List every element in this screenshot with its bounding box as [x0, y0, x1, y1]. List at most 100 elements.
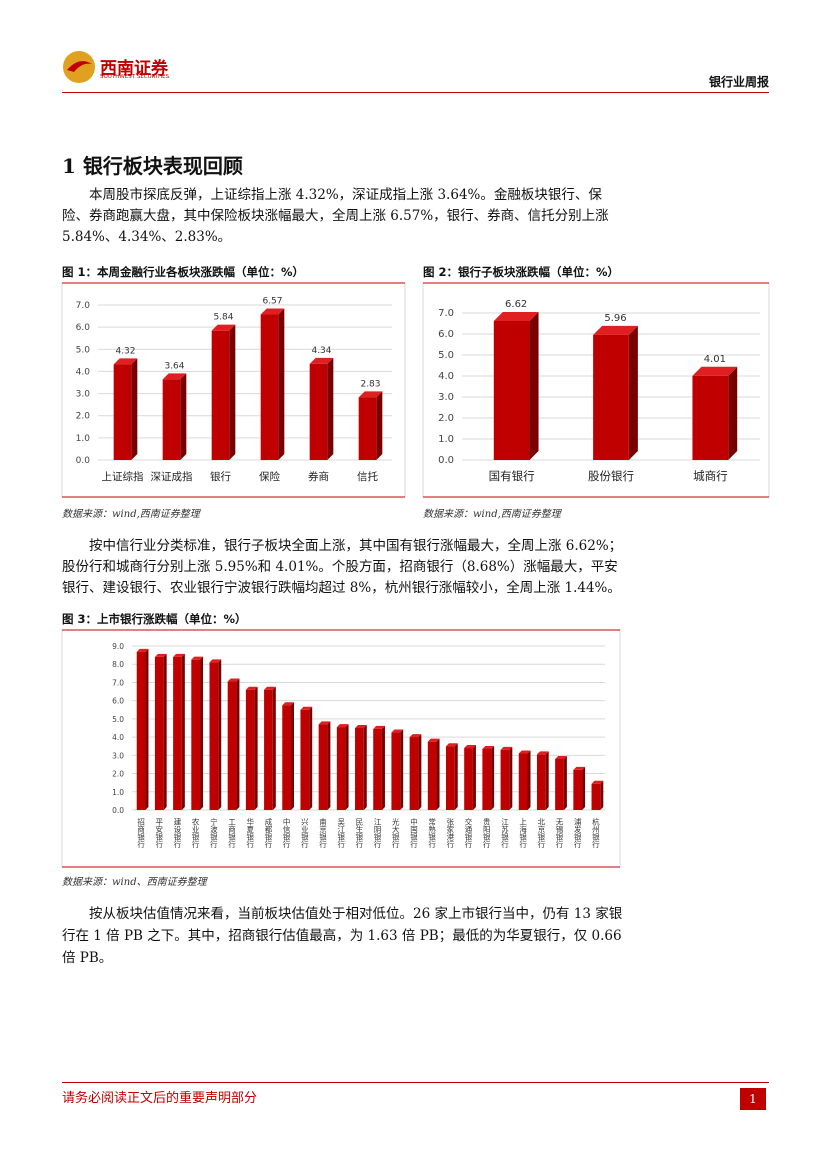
header-rule	[62, 92, 769, 93]
bar	[573, 769, 583, 810]
bar-top	[191, 656, 204, 660]
report-type: 银行业周报	[708, 75, 769, 89]
bar-side	[728, 366, 738, 460]
y-tick-label: 0.0	[112, 806, 124, 815]
bar	[493, 320, 530, 460]
x-tick-label: 张家港行	[446, 818, 455, 850]
bar	[358, 397, 377, 460]
bar-side	[418, 734, 422, 810]
y-tick-label: 0.0	[76, 456, 91, 466]
bar-side	[145, 648, 149, 810]
bar-side	[327, 721, 331, 810]
bar-top	[154, 653, 167, 657]
bar-side	[491, 745, 495, 810]
y-tick-label: 1.0	[76, 434, 91, 444]
y-tick-label: 5.0	[76, 345, 91, 355]
y-tick-label: 7.0	[76, 301, 91, 311]
y-tick-label: 6.0	[438, 329, 454, 340]
x-tick-label: 平安银行	[155, 818, 164, 850]
x-tick-label: 深证成指	[151, 470, 193, 483]
bar-top	[555, 755, 567, 759]
bar-side	[163, 653, 167, 810]
bar-side	[272, 686, 276, 810]
x-tick-label: 城商行	[693, 469, 728, 483]
y-tick-label: 1.0	[112, 788, 124, 797]
x-tick-label: 上证综指	[102, 470, 144, 483]
data-label: 3.64	[164, 361, 184, 371]
bar-side	[545, 751, 549, 810]
x-tick-label: 光大银行	[391, 817, 400, 850]
bar-side	[181, 653, 185, 810]
paragraph: 按从板块估值情况来看，当前板块估值处于相对低位。26 家上市银行当中，仍有 13…	[62, 906, 623, 966]
bar-top	[427, 738, 440, 742]
y-tick-label: 9.0	[112, 642, 124, 651]
x-tick-label: 中国银行	[409, 817, 418, 850]
bar	[282, 705, 292, 810]
x-tick-label: 银行	[210, 470, 231, 483]
x-tick-label: 信托	[357, 470, 378, 483]
bar-top	[264, 686, 276, 690]
bar-top	[493, 311, 539, 321]
data-label: 4.01	[704, 354, 726, 365]
y-tick-label: 4.0	[76, 367, 91, 377]
x-tick-label: 江苏银行	[500, 818, 509, 850]
bar-top	[692, 366, 738, 376]
bar	[227, 681, 237, 810]
bar	[482, 748, 492, 810]
bar	[692, 375, 729, 460]
x-tick-label: 工商银行	[227, 818, 236, 849]
bar-side	[454, 743, 458, 810]
bar-top	[173, 653, 185, 657]
bar	[209, 662, 219, 810]
bar-side	[254, 686, 258, 810]
y-tick-label: 2.0	[76, 412, 91, 422]
logo-en: SOUTHWEST SECURITIES	[100, 74, 170, 80]
figure-source: 数据来源：wind,西南证券整理	[62, 509, 200, 520]
bar-top	[536, 751, 549, 755]
bar	[427, 741, 437, 810]
bar-top	[113, 358, 138, 365]
y-tick-label: 5.0	[438, 350, 454, 361]
x-tick-label: 中信银行	[282, 817, 291, 850]
footer-notice: 请务必阅读正文后的重要声明部分	[62, 1091, 258, 1106]
bar	[555, 758, 564, 810]
bar	[593, 334, 629, 460]
bar-top	[318, 721, 331, 725]
bar-side	[628, 325, 638, 460]
logo-text: 西南证券	[100, 59, 168, 79]
x-tick-label: 保险	[259, 470, 280, 483]
bar-top	[136, 648, 149, 652]
bar	[113, 364, 132, 460]
x-tick-label: 杭州银行	[591, 817, 600, 850]
y-tick-label: 3.0	[76, 390, 91, 400]
bar-top	[409, 734, 422, 738]
bar-top	[245, 686, 258, 690]
bar	[373, 728, 382, 810]
bar-top	[464, 745, 476, 749]
x-tick-label: 北京银行	[537, 818, 546, 850]
bar-top	[260, 308, 285, 315]
x-tick-label: 常熟银行	[427, 818, 436, 850]
data-label: 4.32	[115, 346, 135, 356]
bar-side	[376, 391, 383, 460]
page-number: 1	[740, 1088, 766, 1110]
bar-side	[278, 308, 285, 460]
data-label: 4.34	[311, 346, 331, 356]
bar-side	[291, 702, 295, 810]
x-tick-label: 南京银行	[318, 817, 327, 850]
y-tick-label: 6.0	[112, 697, 124, 706]
bar-side	[327, 357, 334, 460]
bar	[318, 724, 328, 810]
x-tick-label: 民生银行	[355, 818, 364, 850]
x-tick-label: 吴江银行	[336, 818, 345, 850]
bar-top	[300, 706, 313, 710]
data-label: 6.57	[262, 297, 282, 307]
x-tick-label: 国有银行	[489, 469, 535, 483]
bar	[300, 709, 310, 810]
y-tick-label: 3.0	[112, 751, 124, 760]
y-tick-label: 6.0	[76, 323, 91, 333]
bar-side	[131, 358, 138, 460]
y-tick-label: 8.0	[112, 660, 124, 669]
bar	[355, 728, 364, 810]
